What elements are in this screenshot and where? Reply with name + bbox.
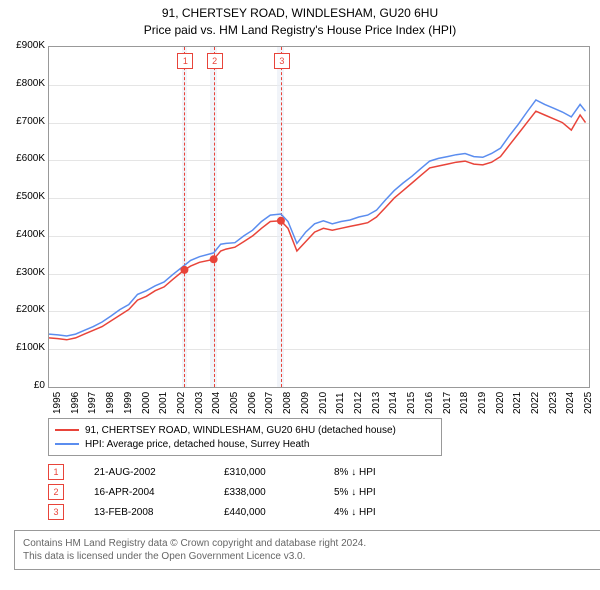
x-tick-label: 1997 — [87, 392, 98, 414]
x-tick-label: 1998 — [105, 392, 116, 414]
y-tick-label: £700K — [0, 116, 45, 127]
x-tick-label: 2007 — [264, 392, 275, 414]
y-tick-label: £100K — [0, 342, 45, 353]
series-line — [49, 100, 586, 336]
x-tick-label: 2025 — [583, 392, 594, 414]
sale-point — [180, 266, 188, 274]
sale-row-date: 21-AUG-2002 — [94, 467, 224, 478]
x-tick-label: 2022 — [530, 392, 541, 414]
legend: 91, CHERTSEY ROAD, WINDLESHAM, GU20 6HU … — [48, 418, 442, 456]
sale-row-delta: 8% ↓ HPI — [334, 467, 434, 478]
x-tick-label: 2017 — [442, 392, 453, 414]
y-tick-label: £0 — [0, 380, 45, 391]
x-tick-label: 2011 — [335, 392, 346, 414]
y-tick-label: £900K — [0, 40, 45, 51]
x-tick-label: 2015 — [406, 392, 417, 414]
x-tick-label: 2020 — [495, 392, 506, 414]
x-tick-label: 2000 — [141, 392, 152, 414]
x-tick-label: 1995 — [52, 392, 63, 414]
sale-row-num: 2 — [48, 484, 64, 500]
x-tick-label: 2023 — [548, 392, 559, 414]
y-tick-label: £300K — [0, 267, 45, 278]
x-tick-label: 1996 — [70, 392, 81, 414]
x-tick-label: 2019 — [477, 392, 488, 414]
sale-row-price: £440,000 — [224, 507, 334, 518]
sale-point — [210, 255, 218, 263]
license-box: Contains HM Land Registry data © Crown c… — [14, 530, 600, 570]
sale-row-delta: 4% ↓ HPI — [334, 507, 434, 518]
x-tick-label: 2004 — [211, 392, 222, 414]
x-tick-label: 2021 — [512, 392, 523, 414]
x-tick-label: 2013 — [371, 392, 382, 414]
x-tick-label: 2001 — [158, 392, 169, 414]
x-tick-label: 2018 — [459, 392, 470, 414]
sale-point — [277, 217, 285, 225]
sales-table: 1 21-AUG-2002£310,0008% ↓ HPI 2 16-APR-2004… — [48, 462, 434, 522]
x-tick-label: 2009 — [300, 392, 311, 414]
sale-row-delta: 5% ↓ HPI — [334, 487, 434, 498]
x-tick-label: 2003 — [194, 392, 205, 414]
x-tick-label: 2014 — [388, 392, 399, 414]
y-tick-label: £400K — [0, 229, 45, 240]
x-tick-label: 2005 — [229, 392, 240, 414]
x-tick-label: 2012 — [353, 392, 364, 414]
x-tick-label: 2002 — [176, 392, 187, 414]
series-line — [49, 111, 586, 340]
sale-row: 3 13-FEB-2008£440,0004% ↓ HPI — [48, 502, 434, 522]
license-line2: This data is licensed under the Open Gov… — [23, 550, 593, 563]
x-tick-label: 2008 — [282, 392, 293, 414]
sale-row-price: £310,000 — [224, 467, 334, 478]
sale-row-price: £338,000 — [224, 487, 334, 498]
sale-row-date: 13-FEB-2008 — [94, 507, 224, 518]
license-line1: Contains HM Land Registry data © Crown c… — [23, 537, 593, 550]
legend-label-red: 91, CHERTSEY ROAD, WINDLESHAM, GU20 6HU … — [85, 425, 396, 436]
x-tick-label: 2016 — [424, 392, 435, 414]
title-line2: Price paid vs. HM Land Registry's House … — [0, 22, 600, 39]
sale-row-num: 3 — [48, 504, 64, 520]
legend-swatch-blue — [55, 443, 79, 445]
x-tick-label: 2006 — [247, 392, 258, 414]
legend-label-blue: HPI: Average price, detached house, Surr… — [85, 439, 309, 450]
x-tick-label: 2024 — [565, 392, 576, 414]
y-tick-label: £500K — [0, 191, 45, 202]
price-chart: 123 — [48, 46, 590, 388]
x-tick-label: 2010 — [318, 392, 329, 414]
sale-row: 2 16-APR-2004£338,0005% ↓ HPI — [48, 482, 434, 502]
legend-swatch-red — [55, 429, 79, 431]
sale-row-date: 16-APR-2004 — [94, 487, 224, 498]
sale-row-num: 1 — [48, 464, 64, 480]
y-tick-label: £800K — [0, 78, 45, 89]
y-tick-label: £600K — [0, 153, 45, 164]
sale-row: 1 21-AUG-2002£310,0008% ↓ HPI — [48, 462, 434, 482]
y-tick-label: £200K — [0, 304, 45, 315]
title-line1: 91, CHERTSEY ROAD, WINDLESHAM, GU20 6HU — [0, 5, 600, 22]
x-tick-label: 1999 — [123, 392, 134, 414]
